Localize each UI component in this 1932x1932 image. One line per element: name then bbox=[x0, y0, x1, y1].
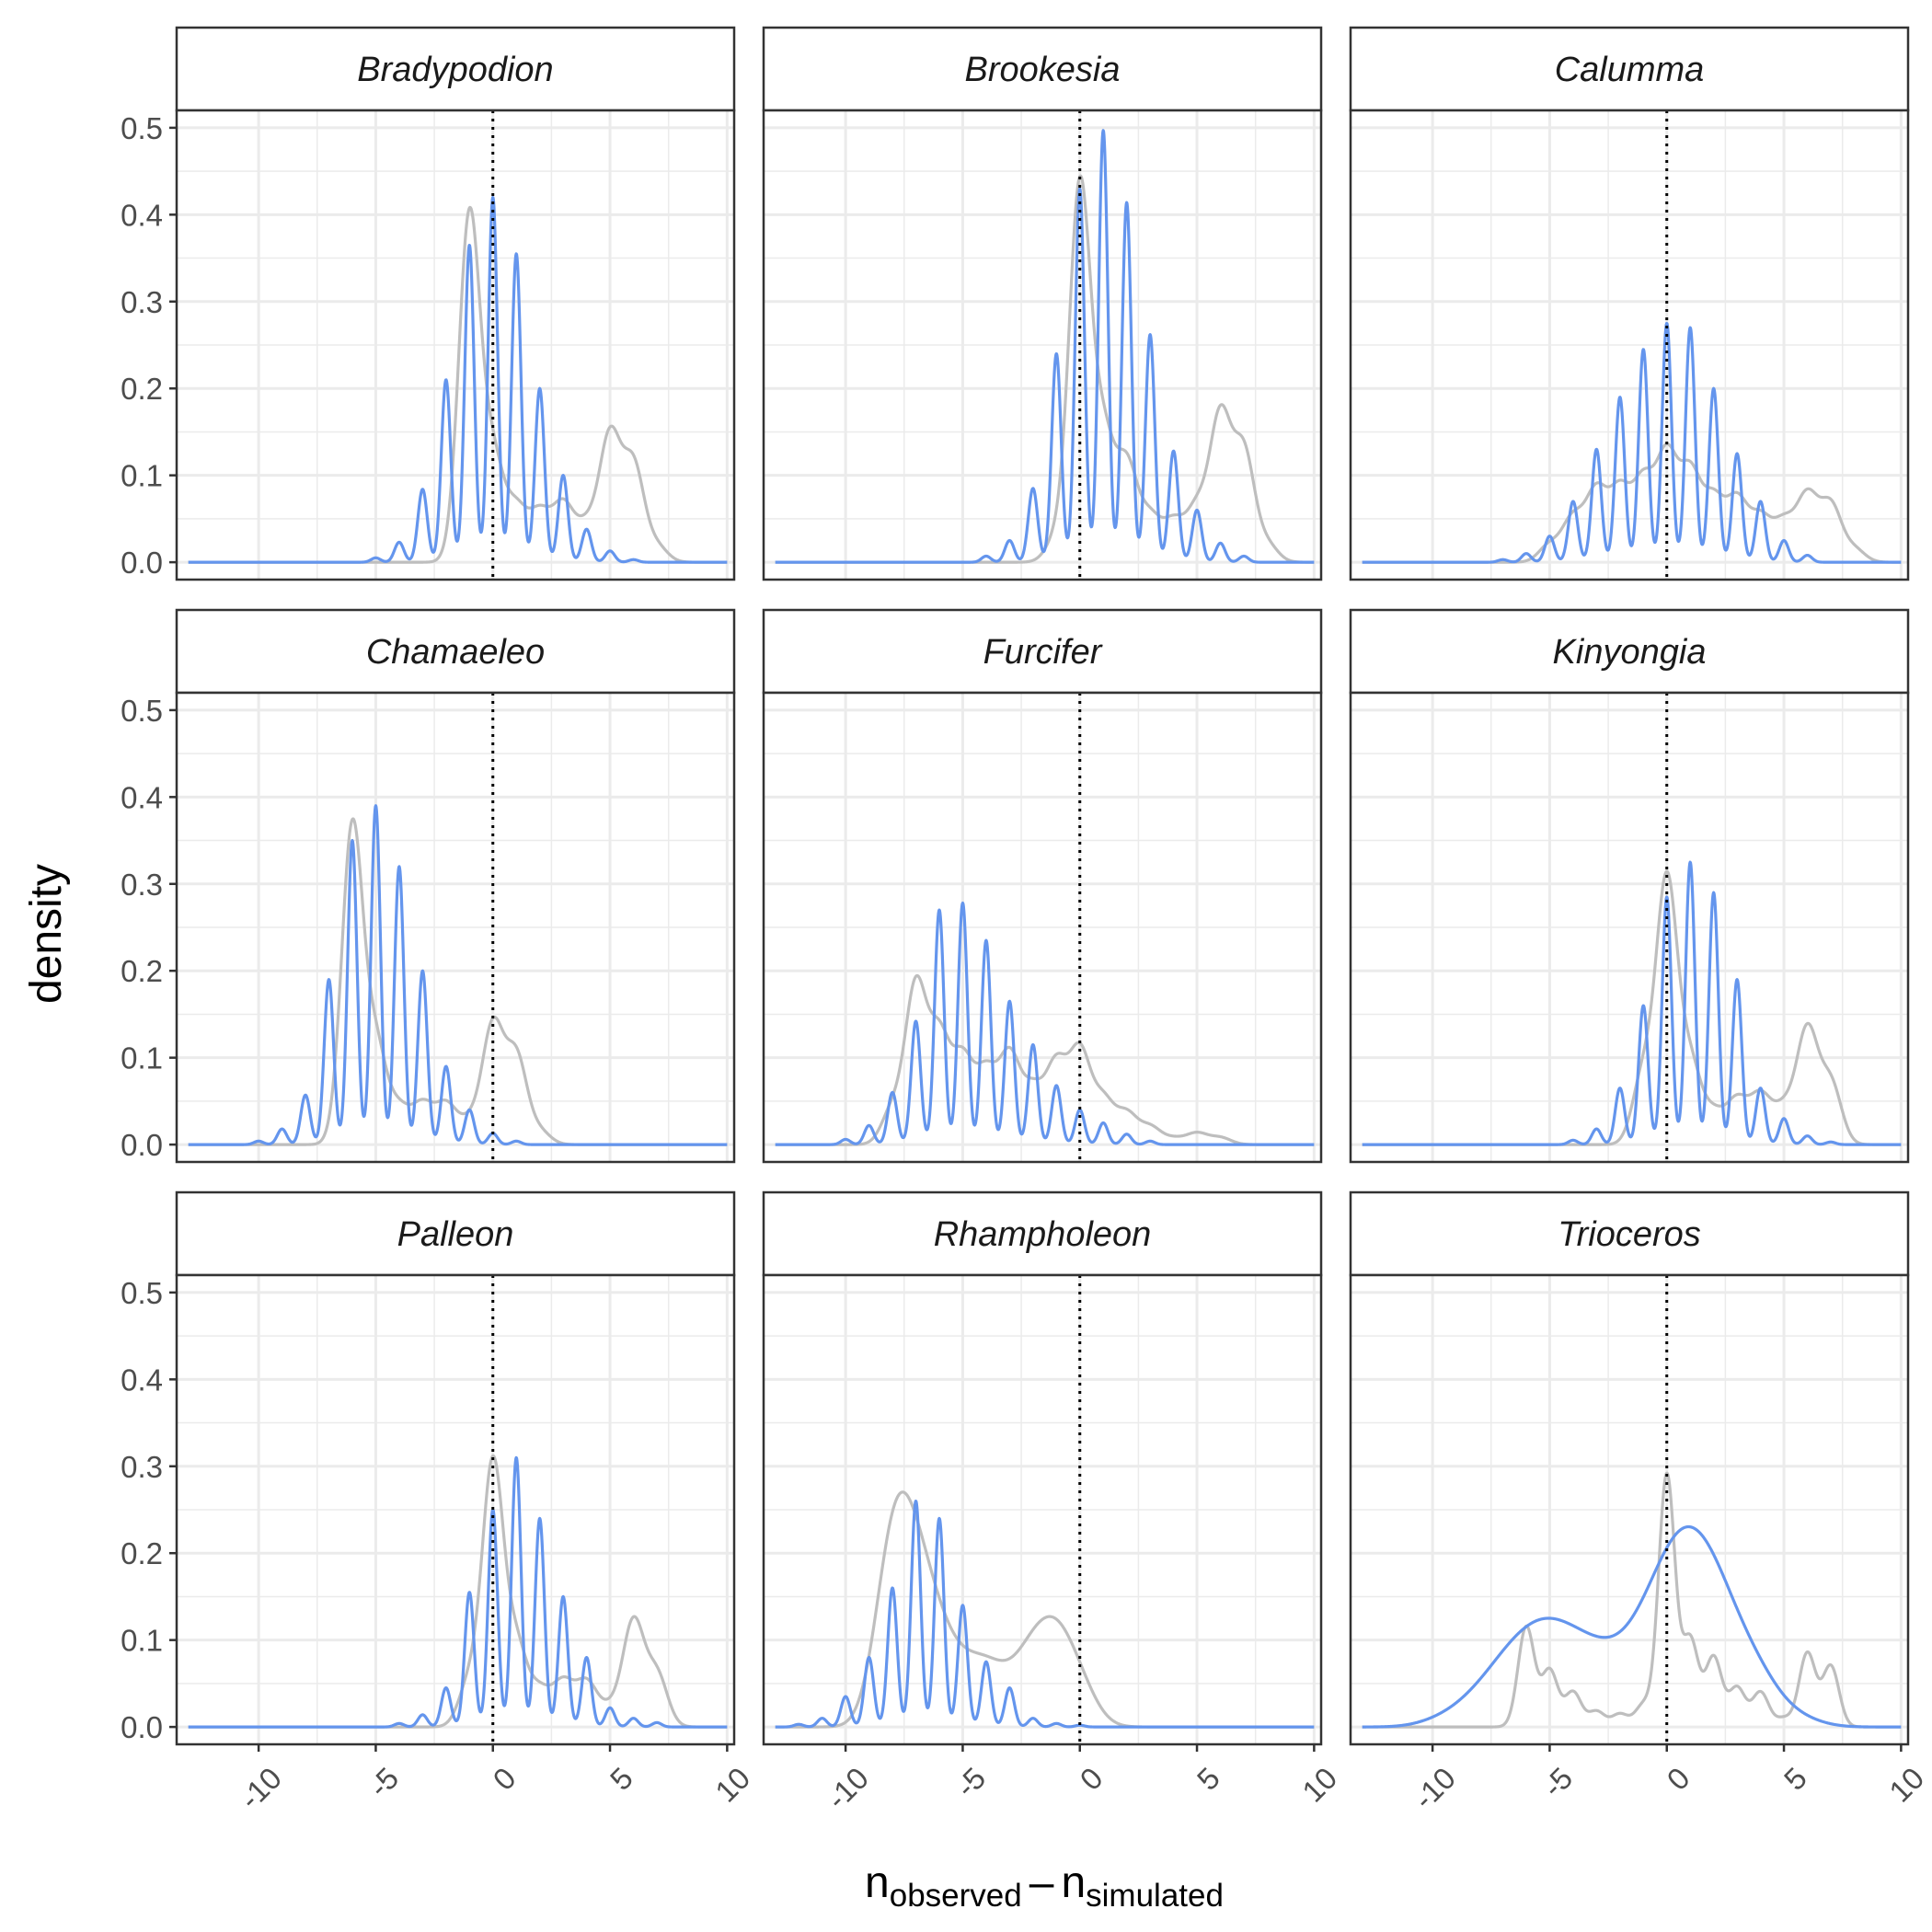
strip-rhampholeon bbox=[762, 1190, 1323, 1277]
x-tick-label: -10 bbox=[233, 1761, 288, 1816]
y-tick-label: 0.4 bbox=[121, 780, 163, 814]
panel-calumma: Calumma bbox=[1349, 26, 1910, 581]
y-tick-label: 0.2 bbox=[121, 1536, 163, 1570]
panel-border bbox=[1349, 691, 1910, 1164]
x-tick-label: 5 bbox=[1190, 1761, 1226, 1797]
y-axis-title: density bbox=[22, 864, 71, 1004]
y-tick-label: 0.0 bbox=[121, 546, 163, 580]
strip-label-kinyongia: Kinyongia bbox=[1553, 633, 1707, 672]
panel-trioceros: Trioceros -10 -5 0 5 10 bbox=[1349, 1190, 1930, 1816]
x-tick-label: 10 bbox=[1882, 1761, 1930, 1809]
x-tick-label: 0 bbox=[1074, 1761, 1110, 1797]
x-axis-title-n-left: n bbox=[865, 1858, 890, 1907]
blue-density-line-trioceros bbox=[1361, 1524, 1903, 1729]
blue-density-line-furcifer bbox=[774, 901, 1316, 1146]
y-tick-label: 0.2 bbox=[121, 954, 163, 988]
blue-density-line-chamaeleo bbox=[187, 804, 729, 1146]
strip-label-palleon: Palleon bbox=[397, 1215, 514, 1254]
panel-border bbox=[175, 109, 736, 581]
panel-border bbox=[1349, 1273, 1910, 1746]
y-tick-label: 0.5 bbox=[121, 1276, 163, 1310]
y-tick-label: 0.2 bbox=[121, 372, 163, 406]
y-tick-label: 0.5 bbox=[121, 694, 163, 728]
y-tick-label: 0.4 bbox=[121, 1363, 163, 1397]
strip-label-calumma: Calumma bbox=[1555, 51, 1705, 89]
y-tick-label: 0.0 bbox=[121, 1128, 163, 1162]
y-tick-label: 0.4 bbox=[121, 198, 163, 232]
panel-furcifer: Furcifer bbox=[762, 608, 1323, 1164]
x-tick-label: -5 bbox=[1535, 1761, 1579, 1804]
y-tick-label: 0.3 bbox=[121, 868, 163, 902]
x-tick-label: -10 bbox=[1407, 1761, 1462, 1816]
x-tick-label: -5 bbox=[949, 1761, 992, 1804]
x-tick-label: 5 bbox=[604, 1761, 639, 1797]
blue-density-line-bradypodion bbox=[187, 195, 729, 564]
strip-label-brookesia: Brookesia bbox=[965, 51, 1121, 89]
panel-border bbox=[762, 1273, 1323, 1746]
x-tick-label: -10 bbox=[820, 1761, 875, 1816]
facet-panels: Bradypodion 0.0 0.1 0.2 0.3 0.4 0.5 Brookesia Ca… bbox=[121, 26, 1930, 1816]
panel-rhampholeon: Rhampholeon -10 -5 0 5 10 bbox=[762, 1190, 1343, 1816]
strip-label-trioceros: Trioceros bbox=[1558, 1215, 1701, 1254]
panel-border bbox=[175, 691, 736, 1164]
x-tick-label: 10 bbox=[1295, 1761, 1343, 1809]
y-tick-label: 0.3 bbox=[121, 1450, 163, 1484]
x-tick-label: 0 bbox=[487, 1761, 523, 1797]
strip-label-bradypodion: Bradypodion bbox=[357, 51, 553, 89]
strip-kinyongia bbox=[1349, 608, 1910, 695]
panel-border bbox=[762, 691, 1323, 1164]
blue-density-line-rhampholeon bbox=[774, 1499, 1316, 1729]
blue-density-line-kinyongia bbox=[1361, 860, 1903, 1146]
y-tick-label: 0.0 bbox=[121, 1710, 163, 1744]
panel-chamaeleo: Chamaeleo 0.0 0.1 0.2 0.3 0.4 0.5 bbox=[121, 608, 736, 1164]
panel-palleon: Palleon 0.0 0.1 0.2 0.3 0.4 0.5 -10 -5 0 5 10 bbox=[121, 1190, 756, 1816]
strip-bradypodion bbox=[175, 26, 736, 112]
strip-trioceros bbox=[1349, 1190, 1910, 1277]
gray-density-line-furcifer bbox=[774, 973, 1316, 1146]
y-tick-label: 0.3 bbox=[121, 285, 163, 319]
panel-brookesia: Brookesia bbox=[762, 26, 1323, 581]
blue-density-line-palleon bbox=[187, 1455, 729, 1729]
strip-chamaeleo bbox=[175, 608, 736, 695]
x-axis-title: nobserved – nsimulated bbox=[865, 1858, 1224, 1914]
x-axis-title-sub-simulated: simulated bbox=[1086, 1878, 1224, 1914]
strip-label-rhampholeon: Rhampholeon bbox=[934, 1215, 1152, 1254]
y-tick-label: 0.5 bbox=[121, 111, 163, 145]
strip-label-chamaeleo: Chamaeleo bbox=[366, 633, 545, 672]
y-tick-label: 0.1 bbox=[121, 1041, 163, 1075]
x-tick-label: -5 bbox=[362, 1761, 405, 1804]
x-axis-title-n-right: n bbox=[1061, 1858, 1086, 1907]
strip-brookesia bbox=[762, 26, 1323, 112]
blue-density-line-calumma bbox=[1361, 321, 1903, 564]
gray-density-line-trioceros bbox=[1361, 1471, 1903, 1729]
strip-palleon bbox=[175, 1190, 736, 1277]
strip-label-furcifer: Furcifer bbox=[983, 633, 1103, 672]
panel-border bbox=[762, 109, 1323, 581]
panel-bradypodion: Bradypodion 0.0 0.1 0.2 0.3 0.4 0.5 bbox=[121, 26, 736, 581]
x-axis-title-operator: – bbox=[1029, 1858, 1054, 1907]
strip-calumma bbox=[1349, 26, 1910, 112]
panel-border bbox=[1349, 109, 1910, 581]
y-tick-label: 0.1 bbox=[121, 459, 163, 493]
blue-density-line-brookesia bbox=[774, 129, 1316, 564]
x-tick-label: 5 bbox=[1777, 1761, 1813, 1797]
x-tick-label: 0 bbox=[1661, 1761, 1696, 1797]
x-tick-label: 10 bbox=[708, 1761, 756, 1809]
y-tick-label: 0.1 bbox=[121, 1624, 163, 1658]
x-axis-title-sub-observed: observed bbox=[890, 1878, 1022, 1914]
strip-furcifer bbox=[762, 608, 1323, 695]
panel-kinyongia: Kinyongia bbox=[1349, 608, 1910, 1164]
panel-border bbox=[175, 1273, 736, 1746]
